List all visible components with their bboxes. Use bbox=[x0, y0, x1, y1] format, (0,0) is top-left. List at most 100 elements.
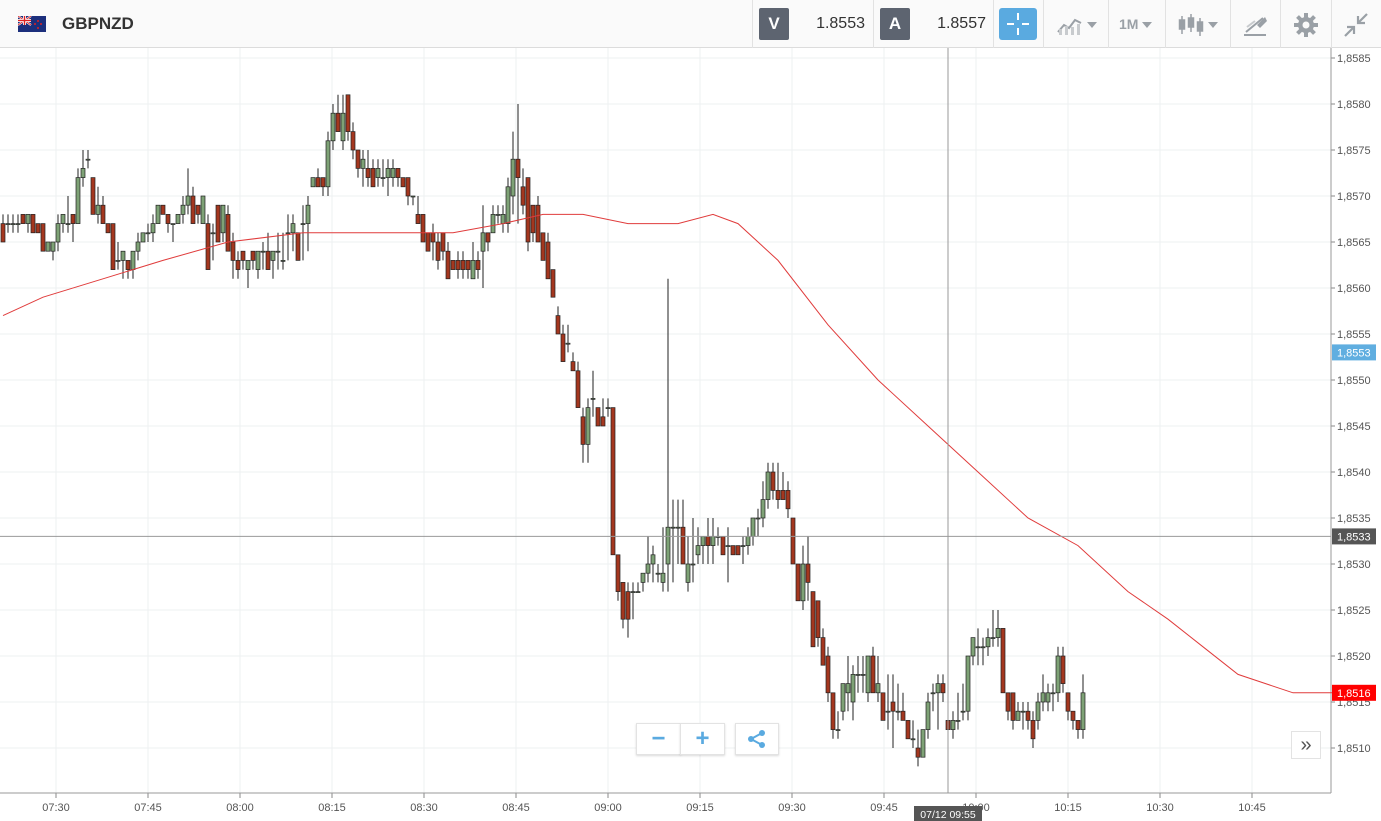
candle bbox=[255, 250, 261, 279]
candle bbox=[270, 250, 276, 279]
candle bbox=[875, 656, 881, 702]
ask-price[interactable]: 1.8557 bbox=[937, 15, 986, 32]
candle bbox=[795, 563, 801, 602]
candle bbox=[1000, 628, 1006, 694]
candle bbox=[935, 674, 941, 730]
bid-label[interactable]: V bbox=[759, 8, 789, 40]
y-tick-label: 1,8555 bbox=[1337, 329, 1371, 341]
candle-body bbox=[155, 204, 161, 224]
candle-body bbox=[1080, 692, 1086, 730]
candle-body bbox=[605, 407, 611, 409]
candle-body bbox=[60, 214, 66, 224]
candle-body bbox=[350, 131, 356, 151]
price-chart[interactable]: 1,85101,85151,85201,85251,85301,85351,85… bbox=[0, 48, 1381, 821]
candle bbox=[1060, 646, 1066, 693]
candle-body bbox=[745, 536, 751, 546]
candle-body bbox=[765, 471, 771, 500]
candle bbox=[385, 159, 391, 196]
timeframe-button[interactable]: 1M bbox=[1119, 10, 1153, 38]
candle-body bbox=[245, 260, 251, 270]
candle bbox=[625, 582, 631, 638]
share-icon bbox=[748, 730, 765, 748]
scroll-right-button[interactable]: » bbox=[1291, 731, 1321, 759]
candle-body bbox=[600, 416, 606, 427]
divider bbox=[1331, 0, 1332, 48]
chart-type-button[interactable] bbox=[1057, 10, 1097, 38]
chevron-down-icon bbox=[1208, 22, 1218, 29]
candle-body bbox=[1015, 710, 1021, 721]
candle bbox=[1075, 720, 1081, 739]
candle bbox=[380, 159, 386, 187]
y-tick-label: 1,8550 bbox=[1337, 375, 1371, 387]
candle bbox=[395, 168, 401, 187]
crosshair-price-label: 1,8533 bbox=[1337, 531, 1371, 543]
candle-body bbox=[955, 720, 961, 722]
candle-body bbox=[230, 241, 236, 261]
candle bbox=[60, 214, 66, 233]
candle-body bbox=[980, 646, 986, 649]
candle-body bbox=[310, 177, 316, 188]
candle-body bbox=[1010, 692, 1016, 721]
candle bbox=[740, 536, 746, 564]
candle bbox=[505, 177, 511, 233]
candle-body bbox=[435, 241, 441, 261]
candle-body bbox=[460, 260, 466, 270]
candle-body bbox=[505, 186, 511, 224]
candle-body bbox=[180, 204, 186, 215]
candle bbox=[40, 223, 46, 252]
chevron-down-icon bbox=[1142, 22, 1153, 29]
zoom-in-button[interactable]: + bbox=[680, 723, 725, 755]
candle-body bbox=[895, 710, 901, 713]
y-tick-label: 1,8510 bbox=[1337, 743, 1371, 755]
candle-body bbox=[975, 646, 981, 649]
candle bbox=[915, 729, 921, 767]
crosshair-icon bbox=[1007, 13, 1029, 35]
candle bbox=[630, 582, 636, 620]
candle-body bbox=[970, 637, 976, 657]
candle bbox=[30, 214, 36, 234]
candle-body bbox=[585, 407, 591, 445]
candle bbox=[735, 545, 741, 556]
ask-label[interactable]: A bbox=[880, 8, 910, 40]
candle-body bbox=[1030, 720, 1036, 740]
gb-nz-flag-icon bbox=[18, 16, 46, 32]
scroll-right-icon: » bbox=[1300, 734, 1312, 756]
candle-style-button[interactable] bbox=[1178, 10, 1218, 38]
candle-body bbox=[795, 563, 801, 602]
zoom-out-button[interactable]: − bbox=[636, 723, 681, 755]
x-tick-label: 10:15 bbox=[1054, 802, 1082, 814]
candle-body bbox=[240, 250, 246, 261]
bid-price[interactable]: 1.8553 bbox=[816, 15, 865, 32]
candle-body bbox=[1035, 701, 1041, 721]
candle bbox=[1010, 692, 1016, 730]
crosshair: 07/12 09:55 bbox=[0, 48, 1331, 821]
candle bbox=[365, 150, 371, 187]
candle bbox=[320, 177, 326, 196]
drawing-tools-button[interactable] bbox=[1243, 10, 1267, 38]
candle-body bbox=[785, 490, 791, 510]
y-tick-label: 1,8545 bbox=[1337, 421, 1371, 433]
candle-body bbox=[455, 260, 461, 270]
settings-button[interactable] bbox=[1293, 10, 1319, 38]
candle bbox=[15, 214, 21, 233]
candle bbox=[175, 214, 181, 224]
candle-body bbox=[915, 747, 921, 758]
candle-body bbox=[595, 407, 601, 427]
candle-body bbox=[1050, 692, 1056, 695]
candle-body bbox=[410, 195, 416, 198]
y-tick-label: 1,8535 bbox=[1337, 513, 1371, 525]
candle-body bbox=[640, 572, 646, 583]
collapse-button[interactable] bbox=[1344, 10, 1368, 38]
crosshair-time-label: 07/12 09:55 bbox=[920, 809, 976, 821]
candle bbox=[135, 232, 141, 261]
candle bbox=[450, 260, 456, 270]
candle bbox=[830, 692, 836, 739]
candle-body bbox=[940, 683, 946, 694]
y-tick-label: 1,8540 bbox=[1337, 467, 1371, 479]
candle bbox=[35, 223, 41, 234]
share-button[interactable] bbox=[735, 723, 779, 755]
crosshair-button[interactable] bbox=[999, 8, 1037, 40]
draw-icon bbox=[1244, 17, 1267, 37]
candle-body bbox=[145, 232, 151, 235]
candle bbox=[955, 692, 961, 730]
